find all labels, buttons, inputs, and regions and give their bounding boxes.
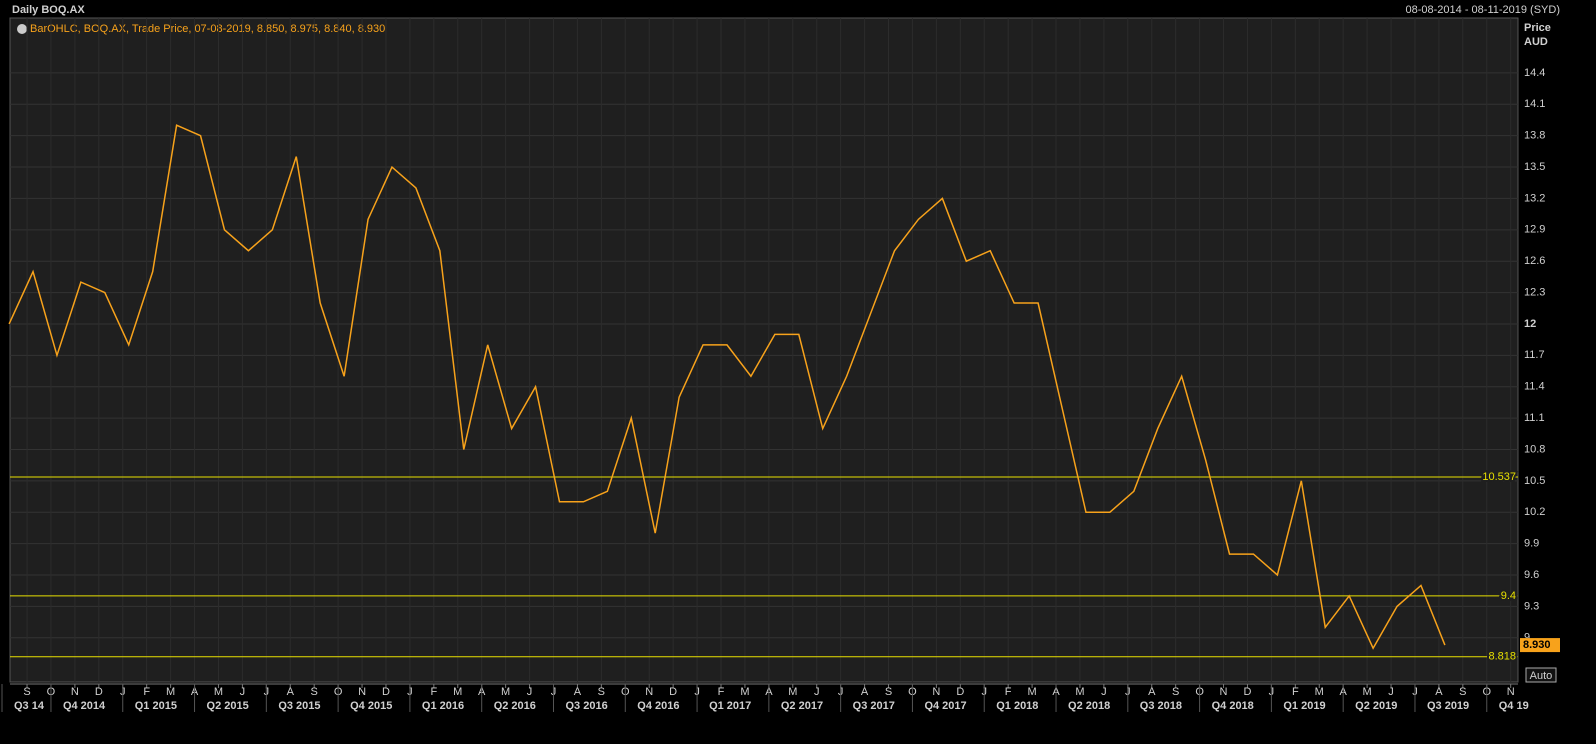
x-tick-label: S bbox=[23, 686, 30, 698]
x-tick-label: F bbox=[718, 686, 725, 698]
quarter-label: Q4 2015 bbox=[350, 700, 392, 712]
y-tick-label: 10.5 bbox=[1524, 475, 1545, 487]
x-tick-label: S bbox=[598, 686, 605, 698]
last-price-label: 8.930 bbox=[1523, 639, 1551, 651]
y-tick-label: 11.1 bbox=[1524, 412, 1545, 424]
quarter-label: Q2 2019 bbox=[1355, 700, 1397, 712]
legend-icon bbox=[17, 24, 27, 34]
quarter-label: Q2 2018 bbox=[1068, 700, 1110, 712]
y-tick-label: 12 bbox=[1524, 318, 1536, 330]
y-tick-label: 9.9 bbox=[1524, 538, 1539, 550]
level-label: 10.537 bbox=[1482, 471, 1516, 483]
auto-button-label[interactable]: Auto bbox=[1530, 670, 1553, 682]
quarter-label: Q1 2019 bbox=[1283, 700, 1325, 712]
x-tick-label: J bbox=[1388, 686, 1394, 698]
last-price-box bbox=[1520, 638, 1560, 653]
x-tick-label: S bbox=[885, 686, 892, 698]
x-tick-label: F bbox=[430, 686, 437, 698]
y-tick-label: 12.6 bbox=[1524, 255, 1545, 267]
x-tick-label: J bbox=[240, 686, 246, 698]
x-tick-label: N bbox=[71, 686, 79, 698]
legend-text: BarOHLC, BOQ.AX, Trade Price, 07-08-2019… bbox=[30, 23, 385, 35]
price-line bbox=[8, 124, 1446, 650]
quarter-label: Q2 2017 bbox=[781, 700, 823, 712]
auto-button[interactable] bbox=[1525, 667, 1557, 683]
x-tick-label: A bbox=[861, 686, 869, 698]
level-label: 8.818 bbox=[1488, 651, 1516, 663]
y-axis-unit: AUD bbox=[1524, 36, 1548, 48]
y-tick-label: 11.7 bbox=[1524, 349, 1545, 361]
x-tick-label: N bbox=[645, 686, 653, 698]
y-tick-label: 13.5 bbox=[1524, 161, 1545, 173]
x-tick-label: M bbox=[1363, 686, 1372, 698]
x-tick-label: N bbox=[358, 686, 366, 698]
x-tick-label: D bbox=[669, 686, 677, 698]
x-tick-label: S bbox=[1172, 686, 1179, 698]
quarter-label: Q4 2018 bbox=[1212, 700, 1254, 712]
x-tick-label: A bbox=[1148, 686, 1156, 698]
y-axis-title: Price bbox=[1524, 22, 1551, 34]
x-tick-label: J bbox=[1101, 686, 1107, 698]
quarter-label: Q3 2018 bbox=[1140, 700, 1182, 712]
x-tick-label: M bbox=[453, 686, 462, 698]
x-tick-label: M bbox=[166, 686, 175, 698]
x-tick-label: F bbox=[1005, 686, 1012, 698]
y-tick-label: 13.8 bbox=[1524, 130, 1545, 142]
plot-area bbox=[9, 17, 1519, 683]
x-tick-label: F bbox=[143, 686, 150, 698]
y-tick-label: 14.1 bbox=[1524, 98, 1545, 110]
quarter-label: Q3 2016 bbox=[565, 700, 607, 712]
quarter-label: Q3 2019 bbox=[1427, 700, 1469, 712]
quarter-label: Q3 2017 bbox=[853, 700, 895, 712]
quarter-label: Q3 14 bbox=[14, 700, 45, 712]
y-tick-label: 12.9 bbox=[1524, 224, 1545, 236]
quarter-label: Q4 19 bbox=[1499, 700, 1529, 712]
y-tick-label: 10.8 bbox=[1524, 443, 1545, 455]
y-tick-label: 9.6 bbox=[1524, 569, 1539, 581]
x-tick-label: A bbox=[1435, 686, 1443, 698]
x-tick-label: M bbox=[1028, 686, 1037, 698]
x-tick-label: J bbox=[814, 686, 820, 698]
x-tick-label: J bbox=[527, 686, 533, 698]
quarter-label: Q3 2015 bbox=[278, 700, 320, 712]
x-tick-label: M bbox=[214, 686, 223, 698]
x-tick-label: N bbox=[932, 686, 940, 698]
quarter-label: Q1 2017 bbox=[709, 700, 751, 712]
quarter-label: Q2 2016 bbox=[494, 700, 536, 712]
y-tick-label: 14.4 bbox=[1524, 67, 1545, 79]
x-tick-label: N bbox=[1507, 686, 1515, 698]
y-tick-label: 9.3 bbox=[1524, 600, 1539, 612]
y-tick-label: 9 bbox=[1524, 632, 1530, 644]
x-tick-label: D bbox=[1243, 686, 1251, 698]
x-tick-label: S bbox=[311, 686, 318, 698]
x-tick-label: D bbox=[95, 686, 103, 698]
x-tick-label: D bbox=[956, 686, 964, 698]
quarter-label: Q4 2016 bbox=[637, 700, 679, 712]
x-tick-label: N bbox=[1220, 686, 1228, 698]
quarter-label: Q4 2014 bbox=[63, 700, 106, 712]
x-tick-label: S bbox=[1459, 686, 1466, 698]
chart-title: Daily BOQ.AX bbox=[12, 4, 85, 16]
date-range: 08-08-2014 - 08-11-2019 (SYD) bbox=[1406, 4, 1561, 16]
quarter-label: Q2 2015 bbox=[207, 700, 249, 712]
quarter-label: Q4 2017 bbox=[924, 700, 966, 712]
x-tick-label: M bbox=[501, 686, 510, 698]
x-tick-label: D bbox=[382, 686, 390, 698]
y-tick-label: 13.2 bbox=[1524, 192, 1545, 204]
quarter-label: Q1 2015 bbox=[135, 700, 177, 712]
quarter-label: Q1 2018 bbox=[996, 700, 1038, 712]
quarter-label: Q1 2016 bbox=[422, 700, 464, 712]
x-tick-label: M bbox=[740, 686, 749, 698]
x-tick-label: M bbox=[788, 686, 797, 698]
y-tick-label: 10.2 bbox=[1524, 506, 1545, 518]
x-tick-label: A bbox=[287, 686, 295, 698]
level-label: 9.4 bbox=[1501, 590, 1516, 602]
y-tick-label: 12.3 bbox=[1524, 286, 1545, 298]
x-tick-label: M bbox=[1075, 686, 1084, 698]
x-tick-label: M bbox=[1315, 686, 1324, 698]
x-tick-label: A bbox=[574, 686, 582, 698]
x-tick-label: F bbox=[1292, 686, 1299, 698]
y-tick-label: 11.4 bbox=[1524, 381, 1545, 393]
